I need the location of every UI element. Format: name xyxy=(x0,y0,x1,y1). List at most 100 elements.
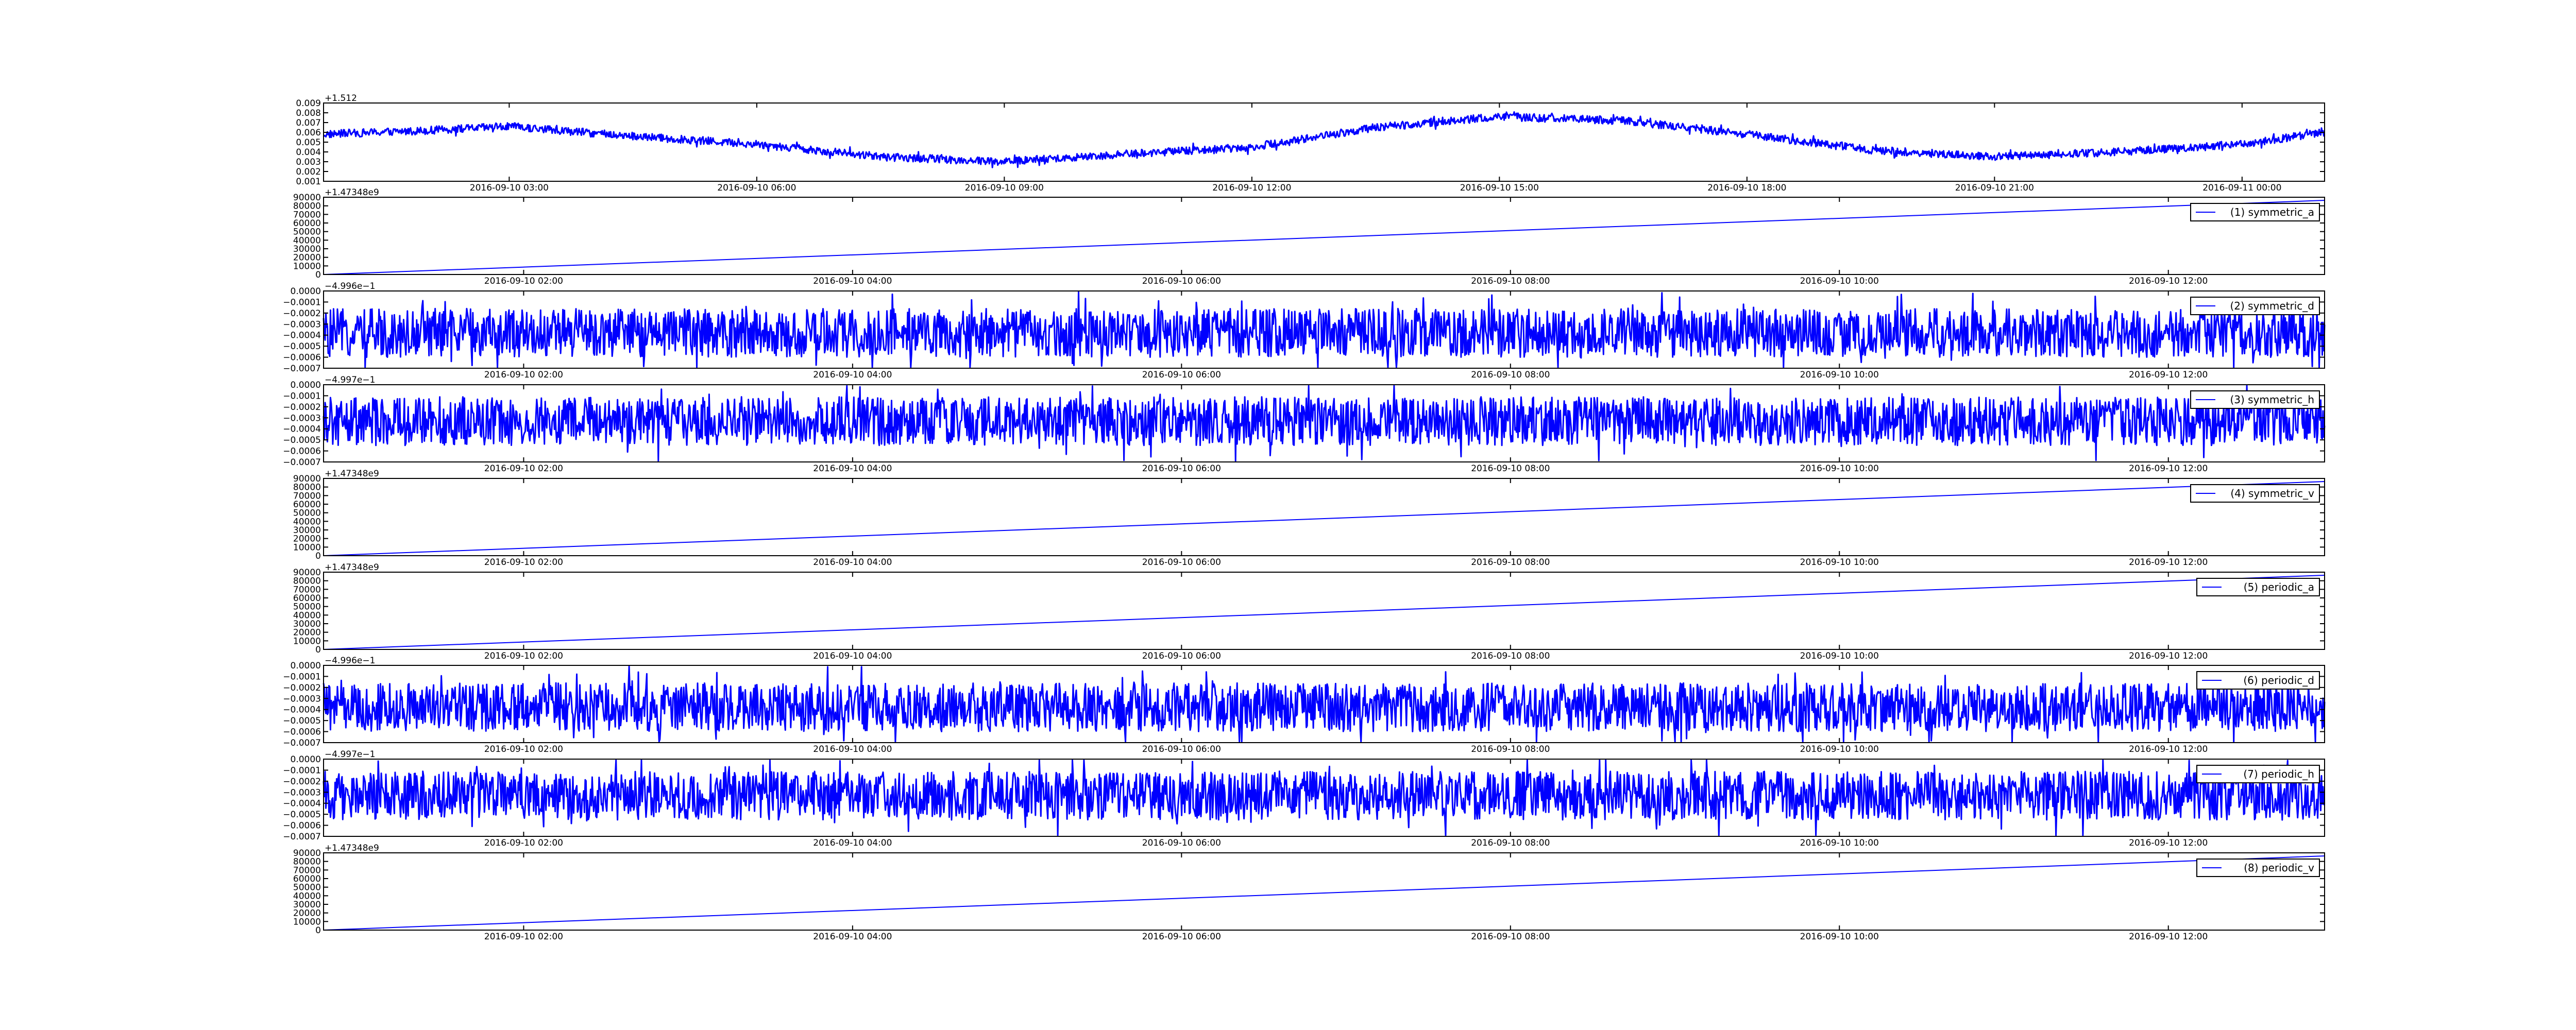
x-tick-label: 2016-09-10 12:00 xyxy=(2129,557,2208,568)
y-tick-label: 70000 xyxy=(293,210,321,220)
legend-label: (1) symmetric_a xyxy=(2230,206,2314,218)
y-tick-label: −0.0005 xyxy=(283,810,321,820)
y-tick-label: 60000 xyxy=(293,218,321,229)
y-tick-label: 0 xyxy=(315,925,321,936)
y-tick-label: −0.0007 xyxy=(283,457,321,468)
y-tick-label: 90000 xyxy=(293,848,321,859)
x-tick-label: 2016-09-10 04:00 xyxy=(813,651,892,661)
axis-offset-label: +1.47348e9 xyxy=(325,469,379,479)
axes-frame xyxy=(323,197,2325,275)
y-tick-label: 0 xyxy=(315,645,321,655)
legend-label: (5) periodic_a xyxy=(2244,581,2314,593)
y-tick-label: 0.007 xyxy=(296,118,321,128)
legend-box xyxy=(2190,484,2320,503)
subplot-4: −0.0007−0.0006−0.0005−0.0004−0.0003−0.00… xyxy=(283,375,2326,474)
x-tick-label: 2016-09-10 06:00 xyxy=(1142,276,1221,286)
y-tick-label: 10000 xyxy=(293,636,321,646)
x-tick-label: 2016-09-10 10:00 xyxy=(1800,464,1879,474)
x-tick-label: 2016-09-10 10:00 xyxy=(1800,838,1879,848)
legend: (8) periodic_v xyxy=(2196,859,2320,877)
x-tick-label: 2016-09-10 12:00 xyxy=(2129,464,2208,474)
legend: (7) periodic_h xyxy=(2196,765,2320,783)
y-tick-label: −0.0005 xyxy=(283,341,321,352)
legend-label: (4) symmetric_v xyxy=(2230,487,2314,500)
y-tick-label: −0.0003 xyxy=(283,787,321,798)
axis-offset-label: −4.997e−1 xyxy=(325,749,375,760)
y-tick-label: −0.0005 xyxy=(283,716,321,726)
subplot-2: 0100002000030000400005000060000700008000… xyxy=(293,187,2325,286)
x-tick-label: 2016-09-10 08:00 xyxy=(1471,838,1550,848)
series-line xyxy=(323,855,2325,931)
series-line xyxy=(323,759,2326,836)
x-tick-label: 2016-09-11 00:00 xyxy=(2202,183,2281,193)
y-tick-label: 0.0000 xyxy=(291,380,321,390)
y-tick-label: 10000 xyxy=(293,542,321,553)
axes-frame xyxy=(323,852,2325,931)
x-tick-label: 2016-09-10 02:00 xyxy=(484,370,563,380)
y-tick-label: 90000 xyxy=(293,193,321,203)
y-tick-label: 40000 xyxy=(293,891,321,901)
y-tick-label: −0.0002 xyxy=(283,683,321,693)
y-tick-label: −0.0001 xyxy=(283,672,321,682)
x-tick-label: 2016-09-10 02:00 xyxy=(484,744,563,754)
y-tick-label: 0.002 xyxy=(296,167,321,177)
y-tick-label: −0.0006 xyxy=(283,821,321,831)
legend-label: (2) symmetric_d xyxy=(2230,300,2314,312)
y-tick-label: 10000 xyxy=(293,261,321,271)
y-tick-label: −0.0001 xyxy=(283,297,321,307)
x-tick-label: 2016-09-10 12:00 xyxy=(2129,370,2208,380)
series-line xyxy=(323,665,2326,743)
y-tick-label: −0.0004 xyxy=(283,331,321,341)
y-tick-label: 50000 xyxy=(293,508,321,519)
x-tick-label: 2016-09-10 12:00 xyxy=(1212,183,1291,193)
axes-frame xyxy=(323,759,2325,837)
y-tick-label: −0.0003 xyxy=(283,413,321,423)
y-tick-label: −0.0006 xyxy=(283,727,321,737)
x-tick-label: 2016-09-10 06:00 xyxy=(1142,744,1221,754)
legend: (5) periodic_a xyxy=(2196,578,2320,596)
y-tick-label: −0.0003 xyxy=(283,694,321,704)
y-tick-label: 20000 xyxy=(293,628,321,638)
x-tick-label: 2016-09-10 04:00 xyxy=(813,370,892,380)
y-tick-label: 80000 xyxy=(293,483,321,493)
y-tick-label: 80000 xyxy=(293,857,321,867)
x-tick-label: 2016-09-10 10:00 xyxy=(1800,370,1879,380)
y-tick-label: −0.0001 xyxy=(283,391,321,401)
x-tick-label: 2016-09-10 08:00 xyxy=(1471,276,1550,286)
y-tick-label: 30000 xyxy=(293,244,321,254)
x-tick-label: 2016-09-10 06:00 xyxy=(1142,557,1221,568)
x-tick-label: 2016-09-10 02:00 xyxy=(484,838,563,848)
x-tick-label: 2016-09-10 08:00 xyxy=(1471,932,1550,942)
axis-offset-label: −4.997e−1 xyxy=(325,375,375,385)
y-tick-label: 40000 xyxy=(293,517,321,527)
x-tick-label: 2016-09-10 12:00 xyxy=(2129,651,2208,661)
y-tick-label: 30000 xyxy=(293,525,321,536)
axes-frame xyxy=(323,572,2325,650)
x-tick-label: 2016-09-10 10:00 xyxy=(1800,557,1879,568)
x-tick-label: 2016-09-10 15:00 xyxy=(1460,183,1539,193)
y-tick-label: 0.0000 xyxy=(291,286,321,297)
y-tick-label: 40000 xyxy=(293,235,321,246)
y-tick-label: 20000 xyxy=(293,253,321,263)
x-tick-label: 2016-09-10 09:00 xyxy=(965,183,1044,193)
axes-frame xyxy=(323,102,2325,182)
y-tick-label: 0.008 xyxy=(296,108,321,118)
x-tick-label: 2016-09-10 04:00 xyxy=(813,276,892,286)
legend: (6) periodic_d xyxy=(2196,671,2320,690)
subplot-1: 0.0010.0020.0030.0040.0050.0060.0070.008… xyxy=(296,93,2326,193)
axis-offset-label: +1.47348e9 xyxy=(325,562,379,573)
y-tick-label: −0.0004 xyxy=(283,799,321,809)
y-tick-label: −0.0006 xyxy=(283,447,321,457)
y-tick-label: 80000 xyxy=(293,576,321,587)
y-tick-label: −0.0001 xyxy=(283,765,321,776)
subplot-8: −0.0007−0.0006−0.0005−0.0004−0.0003−0.00… xyxy=(283,749,2326,848)
y-tick-label: 0 xyxy=(315,551,321,561)
x-tick-label: 2016-09-10 02:00 xyxy=(484,464,563,474)
axis-offset-label: +1.47348e9 xyxy=(325,187,379,198)
x-tick-label: 2016-09-10 08:00 xyxy=(1471,370,1550,380)
y-tick-label: 0.0000 xyxy=(291,754,321,765)
legend: (2) symmetric_d xyxy=(2190,297,2320,315)
y-tick-label: 20000 xyxy=(293,534,321,544)
y-tick-label: 0 xyxy=(315,270,321,280)
